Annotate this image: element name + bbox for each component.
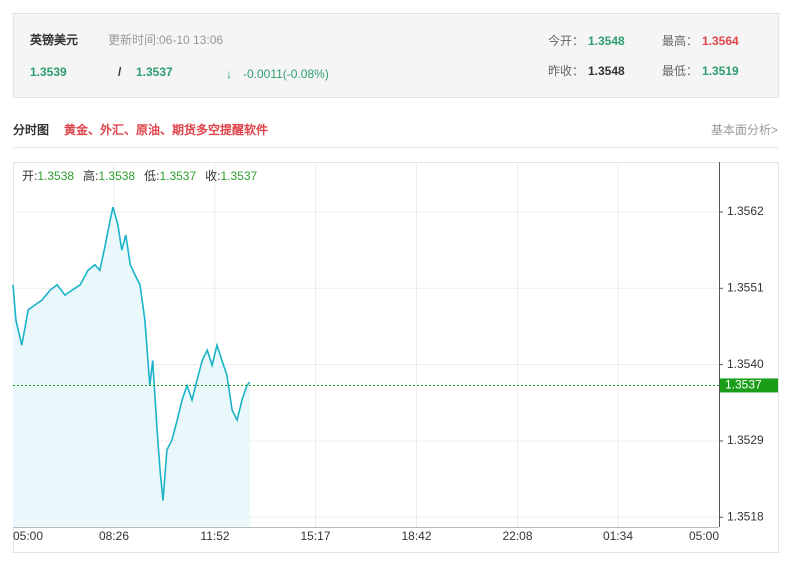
area [13,207,250,527]
stat-label: 最低： [662,64,698,78]
x-tick-label: 01:34 [603,529,633,543]
update-label: 更新时间: [108,32,159,47]
symbol-title: 英镑美元 [30,32,78,47]
arrow: ↓ [226,67,232,81]
x-tick-label: 05:00 [13,529,43,543]
ohlc-value: 1.3537 [220,169,257,183]
stat-value: 1.3548 [588,64,625,78]
stat-value: 1.3519 [702,64,739,78]
y-tick-label: 1.3529 [727,433,764,447]
ohlc-label: 收: [205,169,220,183]
x-tick-label: 11:52 [200,529,229,543]
ohlc-label: 高: [83,168,98,183]
y-tick-label: 1.3540 [727,357,764,371]
x-tick-label: 05:00 [689,529,719,543]
x-tick-label: 08:26 [99,529,129,543]
quote-panel [13,13,779,98]
bid-price: 1.3539 [30,65,67,79]
ohlc-value: 1.3538 [98,169,135,183]
x-tick-label: 22:08 [502,529,532,543]
x-tick-label: 15:17 [300,529,330,543]
ohlc-value: 1.3538 [37,169,74,183]
ohlc-label: 开: [22,169,37,183]
stat-value: 1.3548 [588,34,625,48]
stat-label: 昨收： [548,64,584,78]
stat-value: 1.3564 [702,34,739,48]
price-line [12,206,251,501]
y-tick-label: 1.3551 [727,280,764,294]
update-time: 06-10 13:06 [159,33,223,47]
ohlc-value: 1.3537 [159,169,196,183]
change: -0.0011(-0.08%) [243,67,329,81]
fundamental-link[interactable]: 基本面分析> [711,123,778,137]
promo-link[interactable]: 黄金、外汇、原油、期货多空提醒软件 [64,122,268,137]
ohlc-label: 低: [144,169,159,183]
last-price-label: 1.3537 [725,378,762,392]
separator: / [118,65,122,79]
tab-title[interactable]: 分时图 [13,122,49,137]
stat-label: 最高： [662,33,698,48]
ask-price: 1.3537 [136,65,173,79]
y-tick-label: 1.3562 [727,204,764,218]
y-tick-label: 1.3518 [727,509,764,523]
stats: 今开： 1.3548 最高： 1.3564 昨收： 1.3548 最低： 1.3519 [548,33,739,78]
stat-label: 今开： [548,33,584,48]
ohlc-legend: 开:1.3538 高:1.3538 低:1.3537 收:1.3537 [22,168,258,183]
last-price-box [720,378,778,393]
plot: 1.3518 1.3529 1.3540 1.3551 1.3562 05:00 08:26… [12,162,778,543]
x-tick-label: 18:42 [401,529,431,543]
